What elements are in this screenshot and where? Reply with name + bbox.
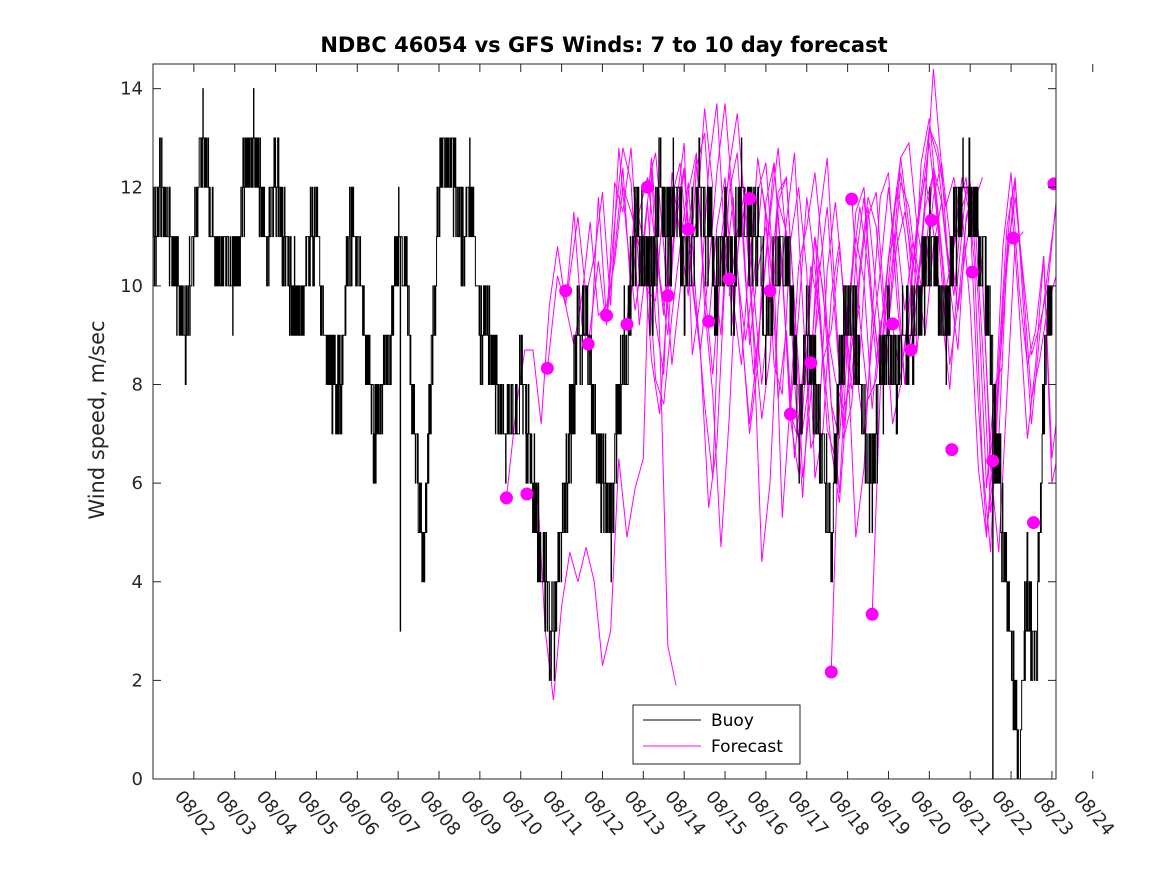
forecast-marker <box>581 337 595 351</box>
y-tick-label: 0 <box>132 769 143 790</box>
forecast-marker <box>559 284 573 298</box>
forecast-marker <box>1006 231 1020 245</box>
legend: Buoy Forecast <box>632 704 801 765</box>
forecast-marker <box>865 607 879 621</box>
plot-frame <box>152 63 1057 780</box>
forecast-line <box>528 167 677 701</box>
y-axis-label: Wind speed, m/sec <box>85 320 109 519</box>
forecast-marker <box>722 272 736 286</box>
legend-forecast-label: Forecast <box>711 737 783 757</box>
buoy-line <box>153 88 1053 779</box>
forecast-marker <box>783 407 797 421</box>
forecast-marker <box>620 317 634 331</box>
forecast-marker <box>824 665 838 679</box>
forecast-line <box>505 187 665 498</box>
forecast-marker <box>763 284 777 298</box>
forecast-marker <box>965 265 979 279</box>
forecast-line <box>708 162 922 518</box>
forecast-marker <box>886 317 900 331</box>
forecast-marker <box>1027 516 1041 530</box>
y-tick-label: 2 <box>132 670 143 691</box>
forecast-marker <box>804 356 818 370</box>
forecast-marker <box>904 343 918 357</box>
y-tick-label: 10 <box>120 276 143 297</box>
forecast-marker <box>520 487 534 501</box>
forecast-marker <box>640 180 654 194</box>
legend-box <box>632 704 801 765</box>
forecast-markers-group <box>499 177 1056 679</box>
plot-area <box>153 68 1056 779</box>
forecast-line <box>728 157 943 439</box>
forecast-marker <box>600 308 614 322</box>
forecast-marker <box>945 443 959 457</box>
y-tick-label: 6 <box>132 473 143 494</box>
buoy-series-group <box>153 88 1053 779</box>
y-tick-label: 12 <box>120 177 143 198</box>
forecast-marker <box>845 192 859 206</box>
forecast-line <box>687 113 902 563</box>
forecast-line <box>749 126 963 538</box>
y-tick-label: 8 <box>132 375 143 396</box>
forecast-marker <box>924 213 938 227</box>
forecast-marker <box>702 314 716 328</box>
forecast-line <box>626 162 840 508</box>
forecast-marker <box>743 192 757 206</box>
forecast-marker <box>540 361 554 375</box>
forecast-marker <box>661 289 675 303</box>
forecast-marker <box>499 491 513 505</box>
legend-buoy-label: Buoy <box>711 711 754 731</box>
forecast-marker <box>681 222 695 236</box>
y-tick-label: 14 <box>120 79 143 100</box>
forecast-marker <box>986 454 1000 468</box>
forecast-line <box>769 141 983 498</box>
y-tick-label: 4 <box>132 572 143 593</box>
chart-title: NDBC 46054 vs GFS Winds: 7 to 10 day for… <box>320 33 887 57</box>
